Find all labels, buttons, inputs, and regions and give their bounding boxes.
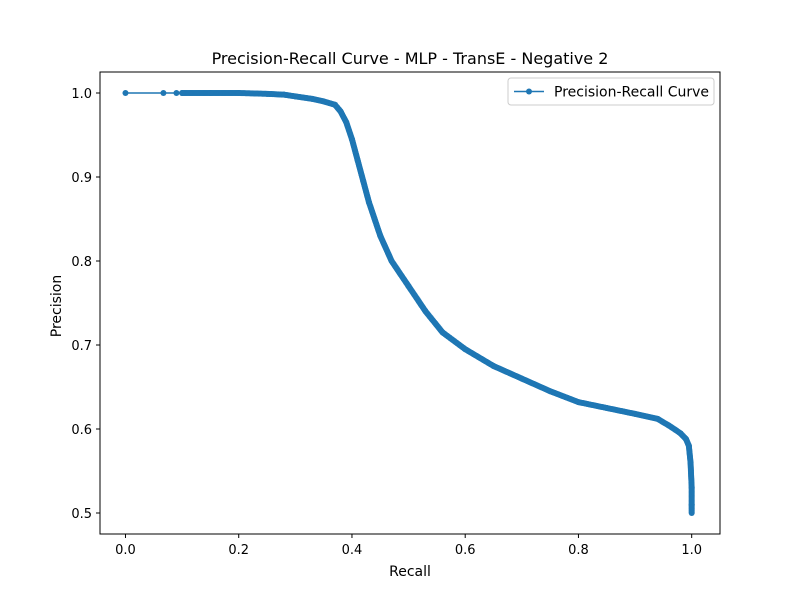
data-point (309, 95, 316, 102)
x-axis-label: Recall (389, 564, 431, 580)
axes-frame (99, 71, 721, 535)
data-point (354, 157, 361, 164)
x-tick-label: 0.2 (228, 543, 249, 558)
legend: Precision-Recall Curve (507, 77, 715, 106)
chart-title: Precision-Recall Curve - MLP - TransE - … (212, 49, 609, 68)
data-point (235, 90, 242, 96)
data-point (603, 405, 610, 411)
data-point (518, 375, 525, 382)
x-tick-label: 0.0 (115, 543, 136, 558)
data-point (264, 90, 271, 97)
data-point (179, 90, 186, 96)
data-point (122, 90, 129, 96)
data-point (337, 108, 344, 115)
data-point (343, 119, 350, 126)
data-point (654, 415, 661, 422)
y-tick-label: 0.6 (71, 423, 92, 438)
y-tick-label: 0.5 (71, 507, 92, 522)
x-tick-label: 0.4 (342, 543, 363, 558)
legend-marker-sample (526, 88, 532, 95)
data-point (360, 178, 367, 185)
data-point (292, 93, 299, 100)
data-point (632, 410, 639, 417)
y-tick-label: 1.0 (71, 87, 92, 102)
legend-label: Precision-Recall Curve (554, 85, 709, 101)
data-point (687, 459, 694, 466)
series-layer (122, 90, 695, 516)
y-axis-label: Precision (49, 275, 65, 337)
data-point (688, 501, 695, 508)
y-tick-label: 0.9 (71, 171, 92, 186)
plot-area: 0.0 0.2 0.4 0.6 0.8 1.0 0.5 0.6 0.7 0.8 0.9 1.0 (71, 71, 721, 558)
data-point (666, 422, 673, 429)
data-point (281, 91, 288, 98)
data-point (365, 199, 372, 206)
data-point (575, 399, 582, 406)
x-tick-label: 0.8 (568, 543, 589, 558)
data-point (677, 430, 684, 437)
axes-layer: 0.0 0.2 0.4 0.6 0.8 1.0 0.5 0.6 0.7 0.8 0.9 1.0 (71, 71, 721, 558)
data-point (173, 90, 180, 96)
data-point (439, 329, 446, 336)
data-point (688, 484, 695, 491)
x-tick-label: 1.0 (681, 543, 702, 558)
legend-box (507, 77, 715, 106)
y-tick-label: 0.7 (71, 339, 92, 354)
data-point (462, 346, 469, 353)
data-point (685, 442, 692, 449)
data-point (490, 363, 497, 369)
data-point (377, 232, 384, 239)
y-tick-label: 0.8 (71, 255, 92, 270)
x-tick-label: 0.6 (455, 543, 476, 558)
data-point (388, 258, 395, 264)
data-point (160, 90, 167, 96)
data-point (207, 90, 214, 96)
data-point (547, 388, 554, 395)
data-point (422, 308, 429, 315)
data-point (688, 510, 695, 516)
data-point (405, 283, 412, 290)
data-point (348, 136, 355, 143)
data-point (683, 436, 690, 443)
data-point (320, 98, 327, 105)
data-point (331, 101, 338, 108)
data-point (371, 216, 378, 222)
